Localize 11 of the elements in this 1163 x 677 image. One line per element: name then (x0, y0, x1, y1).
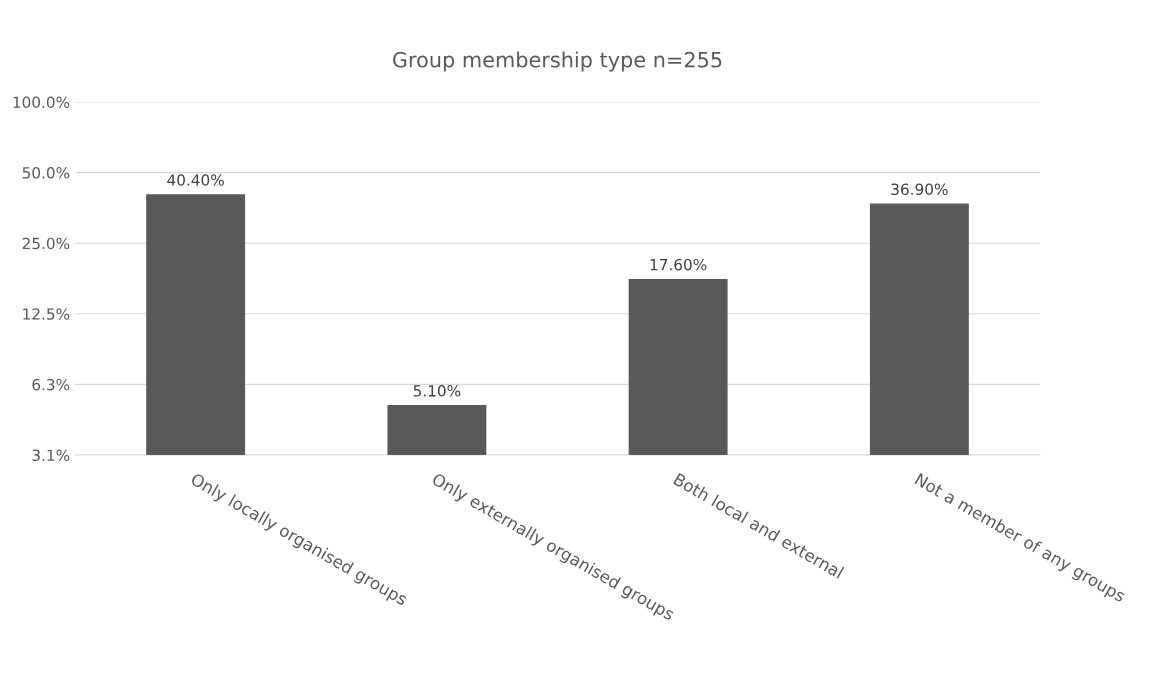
y-tick-label: 6.3% (32, 378, 70, 391)
data-label: 40.40% (167, 174, 224, 186)
y-tick-label: 3.1% (32, 449, 70, 462)
data-label: 5.10% (413, 385, 461, 397)
data-label: 17.60% (650, 258, 707, 271)
chart-title: Group membership type n=255 (393, 51, 722, 72)
data-label: 36.90% (891, 183, 948, 196)
y-tick-label: 25.0% (22, 237, 70, 250)
y-tick-label: 100.0% (13, 96, 70, 109)
y-tick-label: 50.0% (22, 167, 70, 179)
y-tick-label: 12.5% (23, 308, 70, 320)
